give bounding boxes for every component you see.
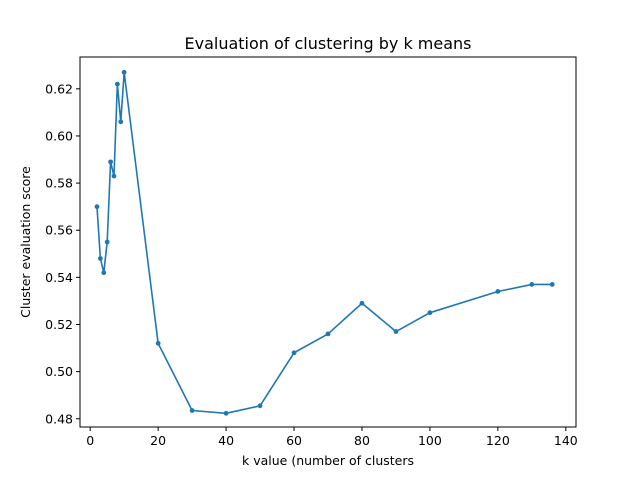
data-point (325, 331, 331, 337)
x-tick-label: 0 (86, 433, 94, 448)
y-tick-label: 0.52 (45, 317, 73, 332)
data-point (118, 119, 124, 125)
plot-area (94, 69, 555, 416)
data-point (427, 310, 433, 316)
data-point (114, 81, 120, 87)
data-point (189, 408, 195, 413)
x-tick-label: 100 (418, 433, 442, 448)
data-point (111, 173, 117, 179)
x-tick-label: 120 (486, 433, 510, 448)
data-point (291, 350, 297, 356)
data-point (393, 329, 399, 334)
chart-title: Evaluation of clustering by k means (184, 34, 471, 53)
series-line (96, 71, 553, 415)
axis-ticks: 0 20 40 60 80 100 120 140 0.48 0.50 0.52 0.54 0.56 0.… (45, 81, 578, 448)
y-tick-label: 0.56 (45, 223, 73, 238)
data-point (155, 340, 161, 346)
data-point (223, 410, 229, 416)
x-tick-label: 60 (286, 433, 302, 448)
data-point (101, 270, 107, 276)
data-point (104, 239, 110, 245)
data-point (549, 282, 555, 287)
data-point (257, 403, 263, 409)
x-tick-label: 40 (218, 433, 234, 448)
data-point (529, 282, 535, 287)
data-point (121, 69, 127, 75)
x-axis-label: k value (number of clusters (242, 453, 414, 468)
x-tick-label: 140 (554, 433, 578, 448)
x-tick-label: 80 (354, 433, 370, 448)
y-axis-label: Cluster evaluation score (18, 166, 33, 318)
y-tick-label: 0.62 (45, 81, 73, 96)
x-tick-label: 20 (150, 433, 166, 448)
data-point (97, 256, 103, 261)
y-tick-label: 0.50 (45, 364, 73, 379)
y-tick-label: 0.60 (45, 128, 73, 143)
y-tick-label: 0.48 (45, 411, 73, 426)
data-point (94, 204, 100, 210)
y-tick-label: 0.58 (45, 176, 73, 191)
data-point (108, 159, 113, 165)
data-point (495, 289, 501, 294)
data-point (359, 300, 365, 306)
y-tick-label: 0.54 (45, 270, 73, 285)
plot-frame (79, 56, 577, 428)
